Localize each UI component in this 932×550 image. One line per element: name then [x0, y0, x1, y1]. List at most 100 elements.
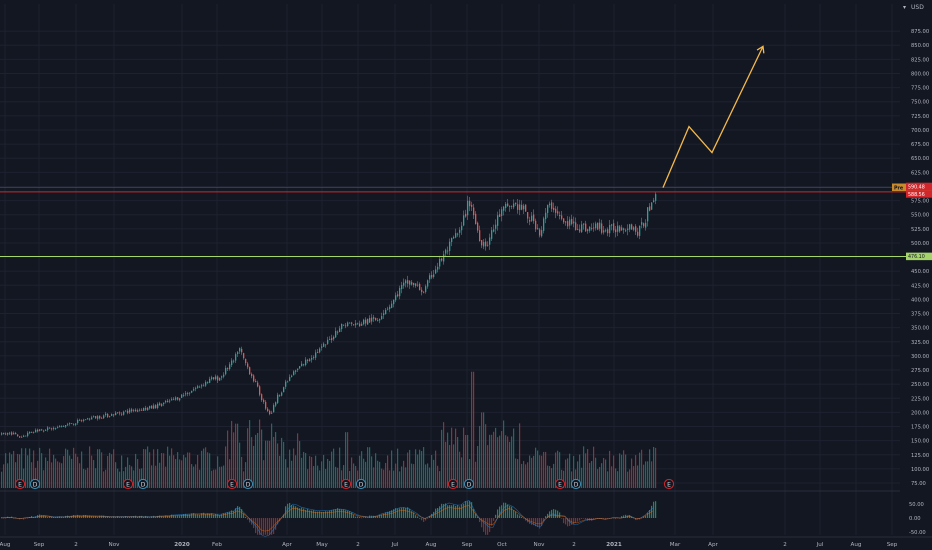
dividend-marker[interactable]: D [242, 478, 254, 490]
volume-bar [621, 454, 623, 488]
indicator-bar [91, 515, 93, 518]
indicator-bar [325, 511, 327, 518]
volume-bar [541, 455, 543, 488]
earnings-upcoming-marker[interactable]: E [663, 478, 675, 490]
candle-body [27, 432, 29, 436]
volume-bar [247, 428, 249, 488]
volume-bar [581, 467, 583, 488]
volume-bar [519, 423, 521, 488]
volume-bar [239, 442, 241, 488]
dividend-marker[interactable]: D [355, 478, 367, 490]
candle-body [591, 228, 593, 229]
indicator-bar [183, 514, 185, 518]
earnings-marker-circle[interactable] [447, 478, 459, 490]
time-axis[interactable]: Aug Sep 2 Nov 2020 Feb Apr May 2 Jul Aug Sep Oct Nov 2… [0, 542, 898, 548]
dividend-marker-circle[interactable] [137, 478, 149, 490]
dividend-marker-circle[interactable] [463, 478, 475, 490]
indicator-bar [403, 507, 405, 518]
candle-body [451, 238, 453, 242]
volume-bar [355, 465, 357, 488]
earnings-marker-circle[interactable] [122, 478, 134, 490]
indicator-bar [497, 509, 499, 518]
dividend-marker-circle[interactable] [570, 478, 582, 490]
currency-dropdown-icon[interactable]: ▾ [903, 4, 906, 11]
indicator-bar [253, 518, 255, 529]
indicator-bar [517, 514, 519, 518]
candle-body [623, 228, 625, 230]
projection-path[interactable] [662, 45, 765, 188]
volume-bar [85, 469, 87, 488]
candle-body [573, 221, 575, 224]
indicator-bar [219, 515, 221, 518]
dividend-marker-circle[interactable] [29, 478, 41, 490]
price-tick-label: 800.00 [911, 71, 929, 77]
dividend-marker-circle[interactable] [242, 478, 254, 490]
earnings-marker[interactable]: E [447, 478, 459, 490]
volume-bar [637, 465, 639, 488]
candle-body [121, 413, 123, 415]
candle-body [265, 401, 267, 409]
candle-body [107, 413, 109, 417]
earnings-marker-label: E [451, 481, 455, 488]
dividend-marker[interactable]: D [29, 478, 41, 490]
volume-bar [627, 471, 629, 488]
indicator-bar [479, 518, 481, 523]
candle-body [273, 405, 275, 413]
candle-body [583, 223, 585, 225]
earnings-marker-circle[interactable] [554, 478, 566, 490]
indicator-bar [69, 516, 71, 518]
volume-bar [561, 469, 563, 488]
candle-body [117, 412, 119, 414]
earnings-marker-circle[interactable] [340, 478, 352, 490]
resistance-price-tag [906, 190, 932, 198]
dividend-marker[interactable]: D [570, 478, 582, 490]
candle-body [65, 425, 67, 427]
candle-body [179, 398, 181, 401]
volume-bar [149, 452, 151, 488]
indicator-bar [295, 506, 297, 518]
candle-body [31, 432, 33, 433]
dividend-marker[interactable]: D [463, 478, 475, 490]
candle-body [271, 412, 273, 414]
earnings-marker[interactable]: E [554, 478, 566, 490]
dividend-marker[interactable]: D [137, 478, 149, 490]
horizontal-levels[interactable] [0, 187, 906, 257]
dividend-marker-circle[interactable] [355, 478, 367, 490]
earnings-upcoming-marker-circle[interactable] [663, 478, 675, 490]
candle-body [283, 387, 285, 393]
indicator-bar [317, 511, 319, 518]
volume-bar [309, 456, 311, 488]
indicator-bar [549, 511, 551, 518]
volume-bar [241, 456, 243, 488]
volume-bar [397, 448, 399, 488]
projection-arrowhead[interactable] [756, 45, 765, 54]
candle-body [247, 363, 249, 368]
time-tick-label: Aug [0, 542, 11, 548]
candle-body [19, 436, 21, 438]
earnings-marker[interactable]: E [122, 478, 134, 490]
volume-bar [553, 463, 555, 488]
candle-body [305, 359, 307, 366]
indicator-bar [47, 517, 49, 518]
earnings-marker[interactable]: E [226, 478, 238, 490]
volume-bar [259, 419, 261, 488]
earnings-marker[interactable]: E [340, 478, 352, 490]
projection-polyline[interactable] [662, 46, 764, 188]
candle-body [355, 323, 357, 326]
volume-bar [365, 461, 367, 488]
candle-body [137, 410, 139, 412]
volume-bar [271, 423, 273, 488]
volume-bar [545, 451, 547, 488]
candle-body [257, 382, 259, 387]
indicator-bar [595, 518, 597, 519]
price-tick-label: 175.00 [911, 425, 929, 431]
earnings-marker-circle[interactable] [14, 478, 26, 490]
price-axis[interactable]: 875.00 850.00 825.00 800.00 775.00 750.00 725.… [909, 29, 929, 536]
indicator-bar [169, 515, 171, 518]
candle-body [571, 218, 573, 224]
earnings-marker-circle[interactable] [226, 478, 238, 490]
earnings-marker[interactable]: E [14, 478, 26, 490]
indicator-bar [521, 516, 523, 518]
